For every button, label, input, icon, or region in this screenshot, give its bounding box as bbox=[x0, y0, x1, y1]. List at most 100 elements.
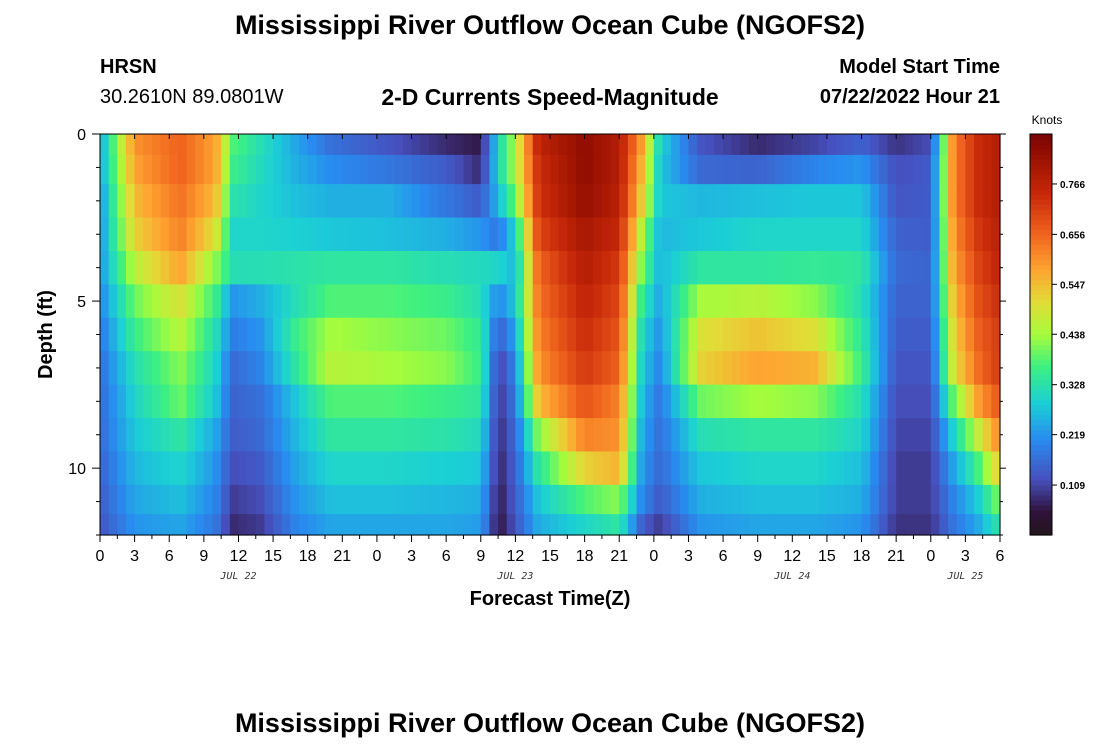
colorbar-swatch bbox=[1030, 509, 1052, 516]
heatmap-cell bbox=[878, 154, 889, 185]
heatmap-cell bbox=[775, 284, 785, 319]
heatmap-cell bbox=[800, 418, 811, 453]
colorbar-swatch bbox=[1030, 504, 1052, 511]
heatmap-cell bbox=[593, 217, 603, 252]
heatmap-cell bbox=[151, 484, 162, 515]
heatmap-cell bbox=[913, 284, 923, 319]
heatmap-cell bbox=[342, 351, 352, 386]
date-label: JUL 23 bbox=[496, 571, 533, 582]
heatmap-cell bbox=[186, 217, 196, 252]
heatmap-cell bbox=[463, 484, 473, 515]
heatmap-cell bbox=[636, 514, 646, 536]
heatmap-cell bbox=[593, 418, 603, 453]
heatmap-cell bbox=[437, 250, 447, 285]
heatmap-cell bbox=[368, 451, 378, 486]
heatmap-cell bbox=[636, 217, 646, 252]
heatmap-cell bbox=[653, 351, 664, 386]
heatmap-cell bbox=[454, 484, 465, 515]
heatmap-cell bbox=[203, 154, 214, 185]
heatmap-cell bbox=[177, 184, 188, 219]
heatmap-cell bbox=[428, 317, 439, 352]
heatmap-cell bbox=[264, 317, 274, 352]
heatmap-cell bbox=[584, 217, 594, 252]
heatmap-cell bbox=[558, 484, 568, 515]
heatmap-cell bbox=[852, 418, 863, 453]
heatmap-cell bbox=[861, 217, 871, 252]
heatmap-cell bbox=[965, 154, 975, 185]
heatmap-cell bbox=[437, 217, 447, 252]
heatmap-cell bbox=[290, 284, 300, 319]
heatmap-cell bbox=[333, 184, 343, 219]
heatmap-cell bbox=[697, 484, 707, 515]
heatmap-cell bbox=[610, 484, 620, 515]
heatmap-cell bbox=[558, 317, 568, 352]
heatmap-cell bbox=[887, 284, 897, 319]
x-tick-label: 3 bbox=[407, 548, 416, 565]
heatmap-cell bbox=[333, 514, 343, 536]
heatmap-cell bbox=[238, 351, 248, 386]
heatmap-cell bbox=[809, 284, 819, 319]
heatmap-cell bbox=[221, 284, 231, 319]
heatmap-cell bbox=[645, 484, 655, 515]
heatmap-cell bbox=[376, 284, 387, 319]
heatmap-cell bbox=[515, 514, 525, 536]
heatmap-cell bbox=[775, 484, 785, 515]
heatmap-cell bbox=[974, 418, 984, 453]
heatmap-cell bbox=[896, 184, 906, 219]
colorbar-swatch bbox=[1030, 354, 1052, 361]
heatmap-cell bbox=[844, 134, 854, 156]
heatmap-cell bbox=[991, 514, 1001, 536]
heatmap-cell bbox=[125, 484, 136, 515]
heatmap-cell bbox=[913, 134, 923, 156]
heatmap-cell bbox=[705, 134, 716, 156]
heatmap-cell bbox=[775, 217, 785, 252]
colorbar-swatch bbox=[1030, 144, 1052, 150]
heatmap-cell bbox=[151, 134, 162, 156]
heatmap-cell bbox=[653, 317, 664, 352]
heatmap-cell bbox=[723, 451, 733, 486]
heatmap-cell bbox=[203, 317, 214, 352]
heatmap-cell bbox=[861, 184, 871, 219]
heatmap-cell bbox=[394, 418, 404, 453]
colorbar-swatch bbox=[1030, 229, 1052, 235]
heatmap-cell bbox=[498, 284, 508, 319]
heatmap-cell bbox=[411, 384, 421, 419]
heatmap-cell bbox=[679, 250, 690, 285]
heatmap-cell bbox=[255, 418, 266, 453]
heatmap-cell bbox=[229, 317, 240, 352]
heatmap-cell bbox=[575, 317, 586, 352]
heatmap-cell bbox=[420, 250, 430, 285]
heatmap-cell bbox=[134, 184, 144, 219]
colorbar-swatch bbox=[1030, 214, 1052, 220]
heatmap-cell bbox=[273, 134, 283, 156]
heatmap-cell bbox=[679, 217, 690, 252]
heatmap-cell bbox=[800, 351, 811, 386]
heatmap-cell bbox=[498, 514, 508, 536]
heatmap-cell bbox=[247, 514, 257, 536]
x-tick-label: 9 bbox=[476, 548, 485, 565]
heatmap-cell bbox=[385, 154, 395, 185]
heatmap-cell bbox=[887, 484, 897, 515]
heatmap-cell bbox=[965, 384, 975, 419]
heatmap-cell bbox=[619, 514, 629, 536]
heatmap-cell bbox=[627, 284, 638, 319]
heatmap-cell bbox=[151, 418, 162, 453]
heatmap-cell bbox=[965, 451, 975, 486]
heatmap-cell bbox=[342, 217, 352, 252]
heatmap-cell bbox=[757, 451, 767, 486]
heatmap-cell bbox=[480, 134, 491, 156]
heatmap-cell bbox=[991, 184, 1001, 219]
colorbar-swatch bbox=[1030, 429, 1052, 436]
heatmap-cell bbox=[472, 384, 482, 419]
heatmap-cell bbox=[922, 184, 932, 219]
heatmap-cell bbox=[195, 384, 205, 419]
heatmap-cell bbox=[671, 154, 681, 185]
heatmap-cell bbox=[247, 418, 257, 453]
heatmap-cell bbox=[541, 384, 551, 419]
heatmap-cell bbox=[524, 317, 534, 352]
heatmap-cell bbox=[913, 418, 923, 453]
heatmap-cell bbox=[714, 484, 724, 515]
heatmap-cell bbox=[653, 484, 664, 515]
heatmap-cell bbox=[792, 451, 802, 486]
heatmap-cell bbox=[143, 418, 153, 453]
